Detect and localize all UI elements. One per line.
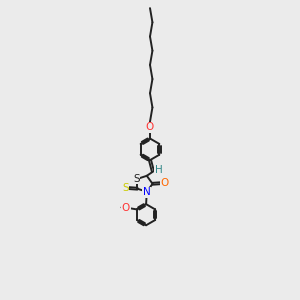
Text: H: H — [155, 165, 163, 175]
Text: N: N — [143, 187, 151, 197]
Text: O: O — [122, 203, 130, 213]
Text: S: S — [133, 174, 140, 184]
Text: O: O — [161, 178, 169, 188]
Text: S: S — [122, 183, 129, 193]
Text: O: O — [146, 122, 154, 132]
